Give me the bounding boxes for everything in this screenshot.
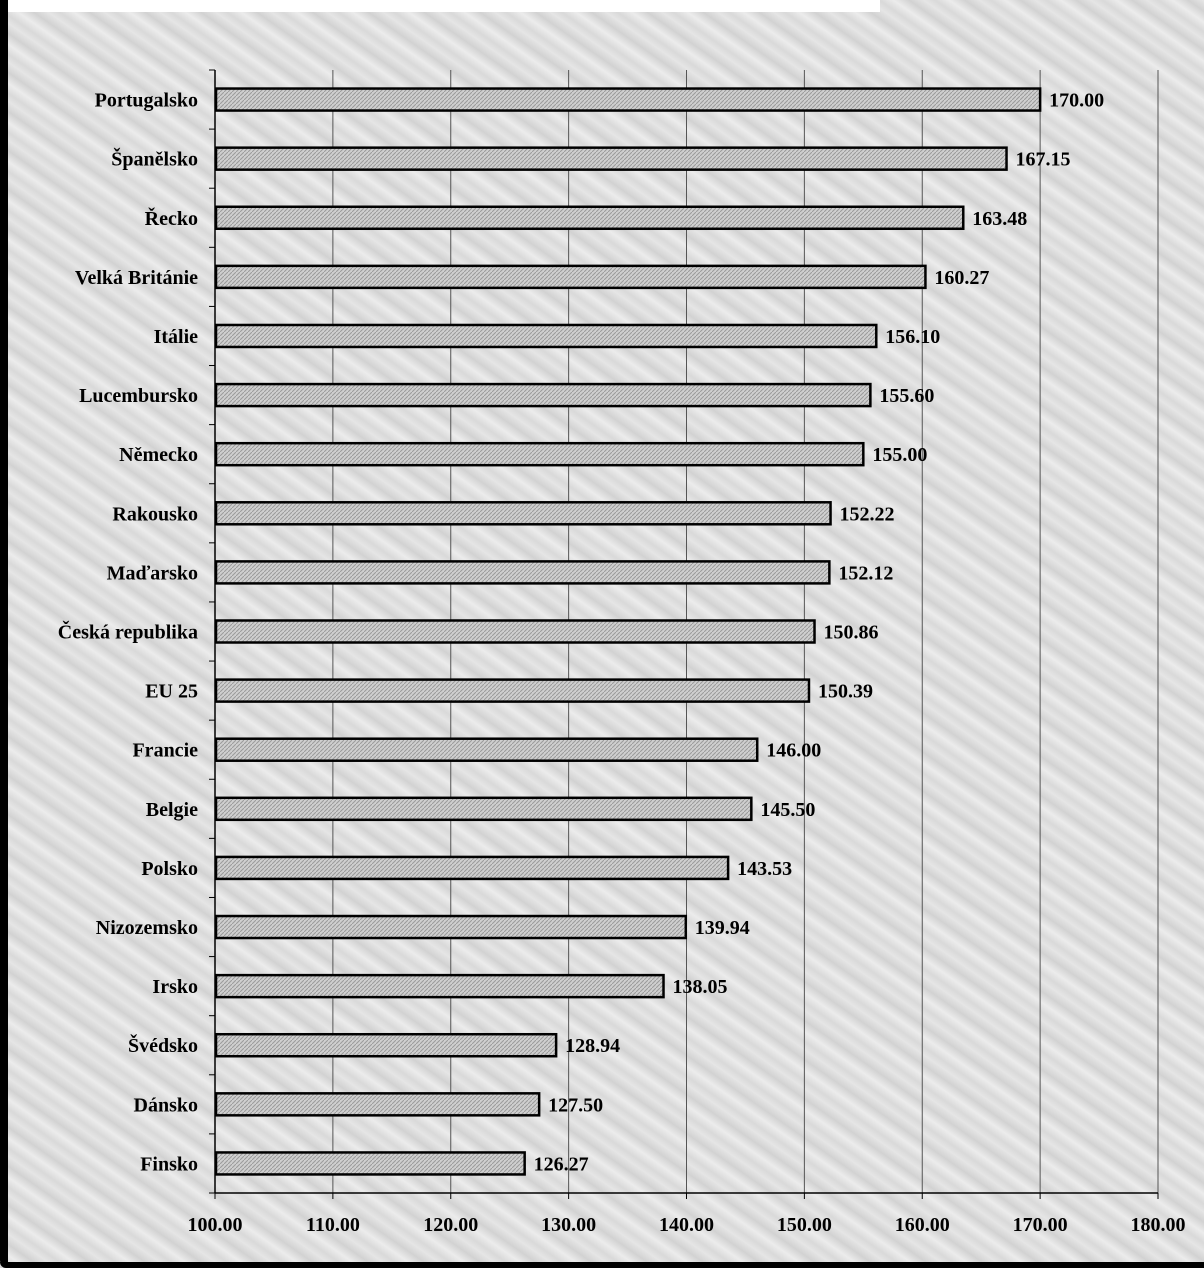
data-label: 150.86	[824, 622, 879, 644]
category-label: Řecko	[145, 206, 198, 230]
bar	[214, 323, 878, 349]
category-label: Itálie	[154, 326, 199, 348]
category-label: Německo	[119, 444, 198, 466]
category-label: Česká republika	[58, 620, 198, 644]
x-tick-label: 110.00	[306, 1214, 360, 1236]
category-label: Belgie	[146, 799, 198, 821]
bar	[214, 146, 1008, 171]
data-label: 155.00	[872, 444, 927, 466]
data-label: 127.50	[548, 1094, 603, 1116]
labels: 100.00 110.00 120.00 130.00 140.00 150.00 160.…	[58, 90, 1186, 1236]
data-label: 128.94	[565, 1035, 620, 1057]
data-label: 156.10	[885, 326, 940, 348]
bar	[214, 1092, 541, 1117]
category-label: EU 25	[145, 681, 198, 703]
x-tick-label: 120.00	[423, 1214, 478, 1236]
data-label: 143.53	[737, 858, 792, 880]
category-label: Švédsko	[128, 1033, 198, 1057]
category-label: Maďarsko	[107, 562, 198, 584]
x-tick-label: 100.00	[188, 1214, 243, 1236]
bar	[214, 855, 730, 881]
x-tick-label: 150.00	[777, 1214, 832, 1236]
bar	[214, 1151, 526, 1176]
x-tick-label: 160.00	[895, 1214, 950, 1236]
category-label: Irsko	[152, 976, 198, 998]
bar	[214, 973, 665, 999]
axes	[209, 69, 1159, 1199]
data-label: 155.60	[879, 385, 934, 407]
bar	[214, 1032, 558, 1058]
category-label: Francie	[132, 740, 198, 762]
category-label: Nizozemsko	[96, 917, 198, 939]
data-label: 163.48	[972, 208, 1027, 230]
bar	[214, 914, 688, 940]
x-tick-label: 180.00	[1131, 1214, 1186, 1236]
data-label: 152.22	[840, 503, 895, 525]
data-label: 145.50	[760, 799, 815, 821]
top-white-panel	[8, 0, 880, 12]
bar	[214, 501, 832, 526]
bars	[214, 87, 1042, 1176]
data-label: 138.05	[673, 976, 728, 998]
frame-bottom-border	[0, 1262, 1204, 1268]
bar	[214, 560, 831, 585]
category-label: Rakousko	[112, 503, 198, 525]
category-label: Finsko	[140, 1153, 198, 1175]
data-label: 170.00	[1049, 90, 1104, 112]
category-label: Lucembursko	[79, 385, 198, 407]
bar	[214, 382, 872, 408]
x-tick-label: 140.00	[659, 1214, 714, 1236]
data-label: 150.39	[818, 681, 873, 703]
data-label: 146.00	[766, 740, 821, 762]
bar	[214, 205, 965, 231]
category-label: Španělsko	[111, 147, 198, 171]
bar	[214, 264, 927, 290]
data-label: 160.27	[934, 267, 989, 289]
data-label: 126.27	[534, 1153, 589, 1175]
bar	[214, 737, 759, 762]
category-label: Polsko	[141, 858, 198, 880]
data-label: 139.94	[695, 917, 750, 939]
bar	[214, 796, 753, 822]
data-label: 152.12	[838, 562, 893, 584]
bar	[214, 678, 811, 703]
category-label: Dánsko	[134, 1094, 198, 1116]
x-tick-label: 130.00	[541, 1214, 596, 1236]
bar	[214, 441, 865, 467]
category-label: Portugalsko	[95, 90, 198, 112]
data-label: 167.15	[1016, 149, 1071, 171]
bar	[214, 87, 1042, 112]
x-tick-label: 170.00	[1013, 1214, 1068, 1236]
bar	[214, 619, 816, 644]
category-label: Velká Británie	[75, 267, 198, 289]
frame-left-border	[0, 0, 8, 1268]
